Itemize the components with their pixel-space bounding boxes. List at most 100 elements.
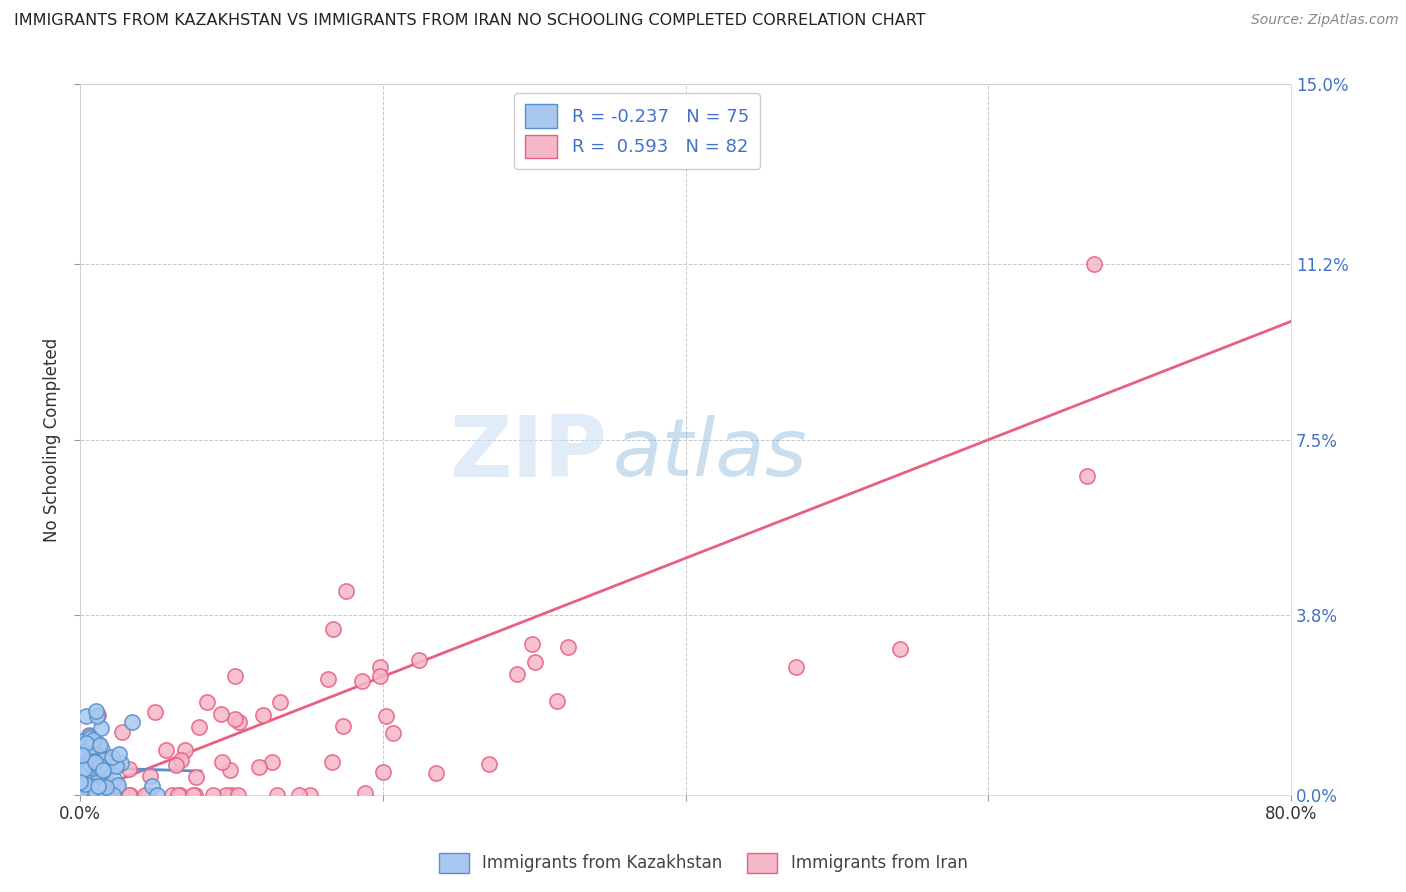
Point <box>181 788 204 802</box>
Point <box>84 783 107 797</box>
Point <box>322 622 344 636</box>
Point <box>111 725 134 739</box>
Point <box>86 764 108 779</box>
Point <box>321 755 343 769</box>
Point <box>73 762 96 776</box>
Point <box>546 694 568 708</box>
Point <box>105 758 128 772</box>
Point <box>368 668 391 682</box>
Point <box>350 673 373 688</box>
Point <box>136 788 159 802</box>
Point <box>141 780 163 794</box>
Point <box>298 788 321 802</box>
Point <box>167 788 190 802</box>
Point <box>77 788 100 802</box>
Point <box>139 769 162 783</box>
Point <box>110 788 132 802</box>
Point <box>90 788 112 802</box>
Point <box>87 707 110 722</box>
Point <box>86 709 108 723</box>
Point <box>105 788 128 802</box>
Text: atlas: atlas <box>613 415 807 493</box>
Point <box>93 754 115 768</box>
Point <box>86 786 108 800</box>
Point <box>110 756 132 771</box>
Point <box>77 782 100 797</box>
Point <box>75 787 97 801</box>
Point <box>76 788 98 802</box>
Point <box>211 755 233 769</box>
Point <box>332 718 354 732</box>
Point <box>82 753 104 767</box>
Point <box>103 788 125 802</box>
Point <box>73 780 96 794</box>
Point <box>107 778 129 792</box>
Point <box>169 788 191 802</box>
Point <box>76 755 98 769</box>
Point <box>84 755 107 769</box>
Point <box>134 788 156 802</box>
Point <box>90 722 112 736</box>
Point <box>89 758 111 772</box>
Legend: Immigrants from Kazakhstan, Immigrants from Iran: Immigrants from Kazakhstan, Immigrants f… <box>432 847 974 880</box>
Point <box>87 774 110 789</box>
Point <box>75 754 97 768</box>
Point <box>86 737 108 751</box>
Point <box>89 738 111 752</box>
Point <box>82 733 104 747</box>
Point <box>219 763 242 777</box>
Point <box>354 786 377 800</box>
Point <box>316 672 339 686</box>
Point <box>100 750 122 764</box>
Point <box>201 788 224 802</box>
Point <box>120 788 142 802</box>
Point <box>77 728 100 742</box>
Point <box>79 754 101 768</box>
Point <box>247 760 270 774</box>
Point <box>70 775 93 789</box>
Point <box>72 734 94 748</box>
Point <box>84 788 107 802</box>
Point <box>785 660 807 674</box>
Point <box>76 778 98 792</box>
Point <box>228 715 250 730</box>
Point <box>77 774 100 789</box>
Point <box>76 764 98 778</box>
Point <box>221 788 243 802</box>
Point <box>84 704 107 718</box>
Point <box>75 735 97 749</box>
Point <box>368 659 391 673</box>
Point <box>91 764 114 779</box>
Point <box>96 788 118 802</box>
Point <box>425 765 447 780</box>
Point <box>183 788 205 802</box>
Point <box>266 788 288 802</box>
Point <box>70 783 93 797</box>
Point <box>76 773 98 788</box>
Point <box>91 785 114 799</box>
Point <box>107 780 129 794</box>
Text: Source: ZipAtlas.com: Source: ZipAtlas.com <box>1251 13 1399 28</box>
Point <box>76 754 98 768</box>
Point <box>86 786 108 800</box>
Point <box>93 788 115 802</box>
Point <box>520 637 543 651</box>
Point <box>73 758 96 772</box>
Point <box>375 709 398 723</box>
Point <box>170 753 193 767</box>
Point <box>228 788 250 802</box>
Point <box>79 787 101 801</box>
Point <box>262 756 284 770</box>
Point <box>76 788 98 802</box>
Point <box>75 709 97 723</box>
Point <box>224 712 246 726</box>
Point <box>408 653 430 667</box>
Point <box>77 739 100 754</box>
Point <box>83 760 105 774</box>
Point <box>1083 257 1105 271</box>
Legend: R = -0.237   N = 75, R =  0.593   N = 82: R = -0.237 N = 75, R = 0.593 N = 82 <box>515 94 761 169</box>
Point <box>94 767 117 781</box>
Point <box>889 642 911 657</box>
Point <box>195 695 218 709</box>
Point <box>91 751 114 765</box>
